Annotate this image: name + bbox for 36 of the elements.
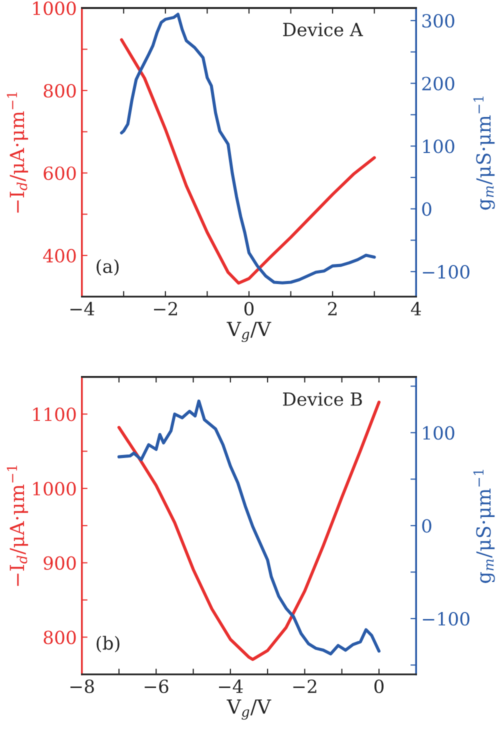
x-tick-label: −4 [70,302,94,316]
y-tick-label: 1000 [33,1,76,16]
y-tick-label: 1100 [33,408,76,422]
y-tick-label: 900 [44,556,76,570]
y-tick-label: 1000 [33,482,76,496]
x-tick-label: −2 [293,680,316,693]
x-tick-label: −2 [154,302,177,316]
y-tick-label: 800 [44,84,76,98]
annotation: (b) [96,636,120,652]
y2-tick-label: −100 [422,612,470,626]
y2-tick-label: 100 [423,140,454,154]
y-tick-label: 400 [43,248,76,263]
x-tick-label: 2 [328,302,337,316]
y2-tick-label: 300 [422,14,454,28]
x-axis-title: V$_{g}$/V [226,322,272,342]
x-tick-label: −4 [219,680,243,693]
x-tick-label: 0 [374,680,384,694]
x-tick-label: −8 [70,680,94,694]
x-tick-label: 4 [410,302,421,316]
y-axis-title: −I$_{d}$/μA·μm$^{−1}$ [6,466,28,586]
x-tick-label: 0 [244,302,254,316]
y-axis-title: −I$_{d}$/μA·μm$^{−1}$ [6,92,28,213]
y-tick-label: 600 [44,166,76,180]
x-axis-title: V$_{g}$/V [226,699,272,720]
y2-axis-title: g$_{m}$/μS·μm$^{−1}$ [473,470,495,583]
annotation: Device B [283,392,362,406]
y2-axis-title: g$_{m}$/μS·μm$^{−1}$ [473,96,495,210]
annotation: Device A [283,22,364,36]
y2-tick-label: 100 [423,426,454,440]
y-tick-label: 800 [44,630,76,644]
annotation: (a) [96,259,119,276]
y2-tick-label: −100 [422,265,470,279]
x-tick-label: −6 [144,680,168,694]
y2-tick-label: 0 [422,519,432,533]
y2-tick-label: 200 [422,76,454,90]
y2-tick-label: 0 [422,202,432,216]
